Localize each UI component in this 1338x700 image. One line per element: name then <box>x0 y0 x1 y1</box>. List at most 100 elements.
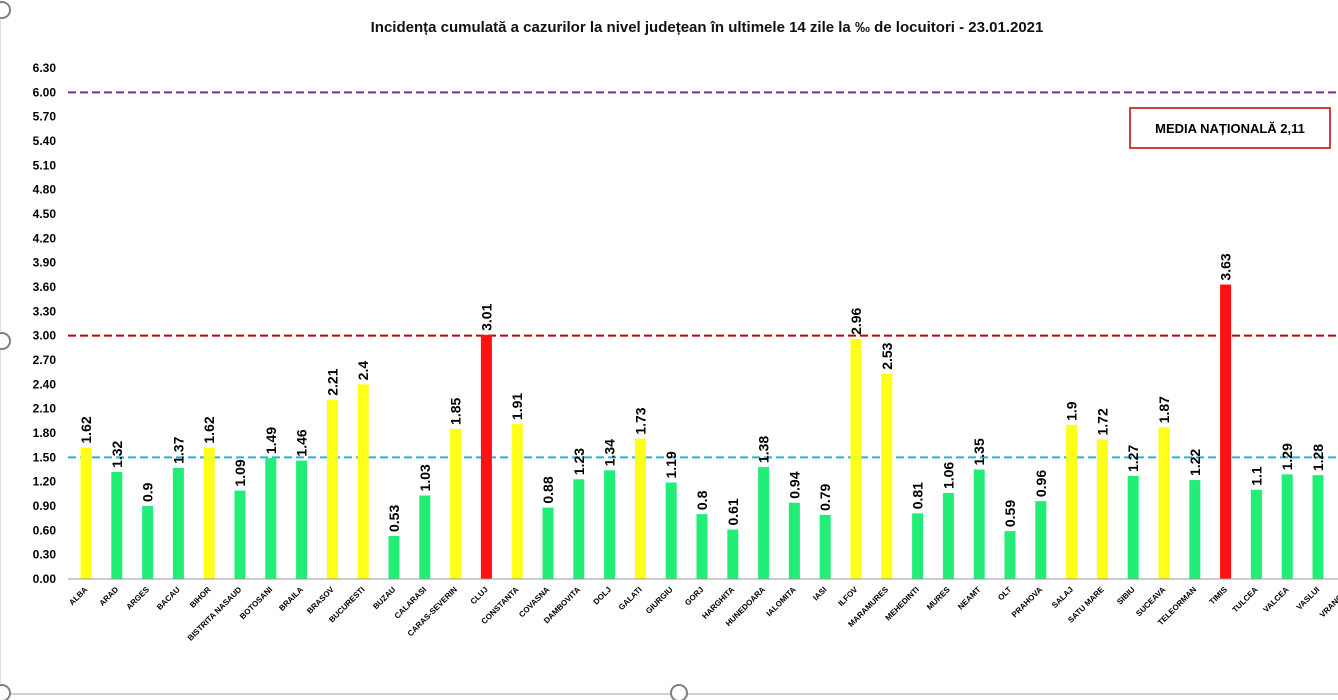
x-tick-label: GIURGIU <box>644 585 675 616</box>
data-label: 2.53 <box>879 342 895 369</box>
bar <box>1312 475 1324 579</box>
x-tick-label: NEAMT <box>956 585 983 612</box>
y-tick-label: 2.70 <box>33 353 57 367</box>
y-tick-label: 2.40 <box>33 377 57 391</box>
bar <box>542 507 554 579</box>
x-tick-label: OLT <box>996 585 1013 602</box>
data-label: 1.34 <box>602 439 618 466</box>
data-label: 3.01 <box>478 303 494 330</box>
data-label: 0.59 <box>1002 500 1018 527</box>
y-tick-label: 2.10 <box>33 402 57 416</box>
bar <box>265 458 277 579</box>
bar <box>511 424 523 579</box>
data-label: 0.53 <box>386 505 402 532</box>
data-label: 1.72 <box>1094 408 1110 435</box>
x-tick-label: IASI <box>811 585 828 602</box>
data-label: 1.37 <box>170 436 186 463</box>
bar <box>111 471 123 579</box>
media-nationala-border <box>1129 107 1331 149</box>
data-label: 1.23 <box>571 448 587 475</box>
data-label: 1.27 <box>1125 445 1141 472</box>
bar <box>1066 424 1078 579</box>
bar <box>819 514 831 579</box>
data-label: 0.81 <box>910 482 926 509</box>
y-tick-label: 4.20 <box>33 231 57 245</box>
bar <box>203 447 215 579</box>
x-tick-label: PRAHOVA <box>1010 585 1044 619</box>
bar <box>234 490 246 579</box>
data-label: 2.4 <box>355 361 371 381</box>
x-tick-label: VRANCEA <box>1318 585 1338 619</box>
data-label: 0.88 <box>540 476 556 503</box>
y-tick-label: 1.80 <box>33 426 57 440</box>
data-label: 3.63 <box>1218 253 1234 280</box>
x-tick-label: BOTOSANI <box>238 585 274 621</box>
data-label: 1.29 <box>1279 443 1295 470</box>
bar <box>1127 475 1139 579</box>
bar <box>665 482 677 579</box>
bar <box>80 447 92 579</box>
data-label: 1.9 <box>1064 401 1080 421</box>
x-tick-label: VALCEA <box>1261 585 1290 614</box>
y-tick-label: 4.80 <box>33 183 57 197</box>
bar <box>450 428 462 579</box>
x-tick-label: BACAU <box>155 585 182 612</box>
x-tick-label: TIMIS <box>1208 585 1230 607</box>
bar <box>788 502 800 579</box>
x-tick-label: SALAJ <box>1050 585 1075 610</box>
bar <box>1250 489 1262 579</box>
y-tick-label: 0.30 <box>33 548 57 562</box>
data-label: 0.61 <box>725 498 741 525</box>
resize-handle-mid-left[interactable] <box>0 332 11 350</box>
bar <box>1220 284 1232 579</box>
y-tick-label: 3.30 <box>33 304 57 318</box>
x-tick-label: DOLJ <box>592 585 613 606</box>
y-tick-label: 3.60 <box>33 280 57 294</box>
data-label: 2.21 <box>324 368 340 395</box>
data-label: 0.8 <box>694 490 710 510</box>
x-tick-label: BISTRITA NASAUD <box>186 585 244 643</box>
x-tick-label: CLUJ <box>469 585 490 606</box>
x-tick-label: VASLUI <box>1295 585 1322 612</box>
bar <box>1096 439 1108 579</box>
data-label: 1.62 <box>201 416 217 443</box>
data-label: 1.32 <box>109 440 125 467</box>
data-label: 1.19 <box>663 451 679 478</box>
bar <box>1004 531 1016 579</box>
data-label: 0.79 <box>817 483 833 510</box>
bar <box>727 529 739 579</box>
chart-title: Incidența cumulată a cazurilor la nivel … <box>371 19 1044 36</box>
bar <box>296 460 308 579</box>
y-tick-label: 6.00 <box>33 85 57 99</box>
data-label: 1.38 <box>756 436 772 463</box>
bar <box>142 506 154 579</box>
x-tick-label: ILFOV <box>836 585 859 608</box>
data-label: 1.73 <box>632 407 648 434</box>
data-label: 1.1 <box>1248 466 1264 486</box>
y-tick-label: 1.20 <box>33 475 57 489</box>
bar <box>850 338 862 579</box>
data-label: 1.22 <box>1187 449 1203 476</box>
y-tick-label: 3.90 <box>33 256 57 270</box>
bar <box>1189 480 1201 579</box>
resize-handle-bottom-mid[interactable] <box>670 684 688 700</box>
resize-handle-top-left[interactable] <box>0 1 11 19</box>
resize-handle-bottom-left[interactable] <box>0 684 11 700</box>
bar <box>881 373 893 579</box>
data-label: 1.35 <box>971 438 987 465</box>
bar <box>419 495 431 579</box>
y-tick-label: 5.40 <box>33 134 57 148</box>
bar <box>172 467 184 579</box>
bar <box>696 514 708 579</box>
bar <box>357 384 369 579</box>
data-label: 1.91 <box>509 393 525 420</box>
data-label: 1.03 <box>417 464 433 491</box>
data-label: 1.85 <box>448 397 464 424</box>
x-tick-label: MURES <box>925 585 952 612</box>
data-label: 0.9 <box>140 482 156 502</box>
y-tick-label: 0.90 <box>33 499 57 513</box>
y-axis: 0.00 0.30 0.60 0.90 1.20 1.50 1.80 2.10 2.40 2.70… <box>33 61 57 586</box>
